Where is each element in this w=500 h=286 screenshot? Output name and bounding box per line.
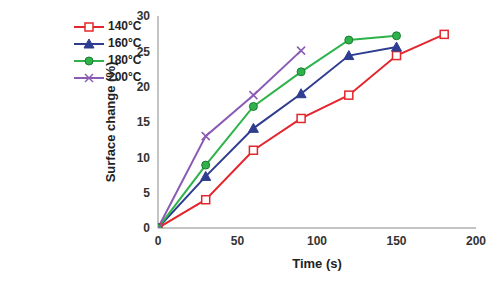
svg-text:10: 10 bbox=[137, 151, 151, 165]
svg-text:50: 50 bbox=[231, 234, 245, 248]
svg-text:25: 25 bbox=[137, 45, 151, 59]
svg-text:100: 100 bbox=[307, 234, 327, 248]
svg-text:0: 0 bbox=[155, 234, 162, 248]
svg-text:15: 15 bbox=[137, 115, 151, 129]
html-text:180°C: 180°C bbox=[108, 53, 142, 67]
svg-text:150: 150 bbox=[386, 234, 406, 248]
svg-text:30: 30 bbox=[137, 9, 151, 23]
svg-text:Time (s): Time (s) bbox=[292, 256, 342, 271]
html-text:140°C: 140°C bbox=[108, 19, 142, 33]
svg-text:5: 5 bbox=[143, 186, 150, 200]
html-text:200°C: 200°C bbox=[108, 70, 142, 84]
html-text:160°C: 160°C bbox=[108, 36, 142, 50]
svg-text:200: 200 bbox=[466, 234, 486, 248]
svg-text:0: 0 bbox=[143, 221, 150, 235]
svg-text:20: 20 bbox=[137, 80, 151, 94]
svg-text:Surface change (%): Surface change (%) bbox=[103, 62, 118, 183]
